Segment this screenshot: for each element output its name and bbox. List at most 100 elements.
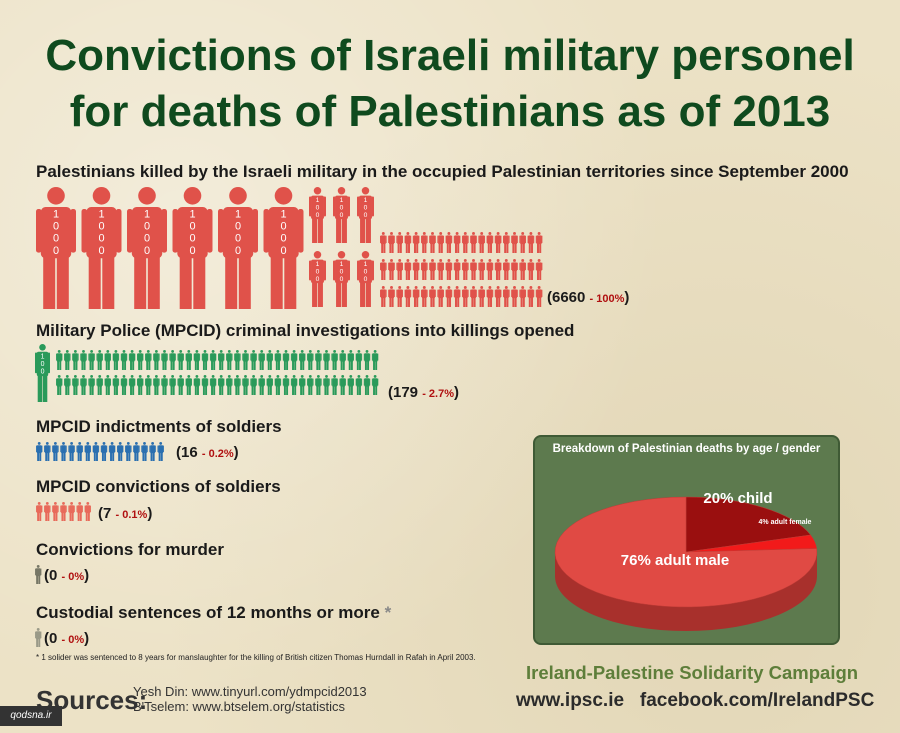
pie-title: Breakdown of Palestinian deaths by age /… bbox=[552, 443, 821, 455]
person-icon-small-green bbox=[250, 375, 257, 395]
person-icon-small-green bbox=[347, 350, 354, 370]
person-icon-10 bbox=[527, 259, 535, 280]
person-icon-small-green bbox=[242, 350, 249, 370]
person-icon-small-green bbox=[145, 350, 152, 370]
count-custodial-pct: - 0% bbox=[61, 634, 85, 646]
person-icon-small-green bbox=[266, 375, 273, 395]
person-icon-10 bbox=[494, 259, 502, 280]
person-icon-small-green bbox=[128, 375, 136, 395]
person-icon-indictment bbox=[149, 442, 156, 461]
person-icon-small-green bbox=[355, 375, 363, 395]
person-icon-small-green bbox=[209, 350, 217, 370]
person-icon-small-green bbox=[185, 375, 192, 395]
person-icon-10 bbox=[494, 286, 502, 307]
count-killed-pct: - 100% bbox=[589, 293, 625, 305]
count-convictions-close: ) bbox=[147, 505, 153, 522]
person-icon-10 bbox=[511, 286, 518, 307]
icon-unit-label: 0 bbox=[235, 233, 241, 245]
person-icon-10 bbox=[519, 286, 526, 307]
person-icon-small-green bbox=[363, 350, 371, 370]
icon-unit-label: 0 bbox=[235, 221, 241, 233]
count-murder-value: (0 bbox=[44, 567, 58, 584]
person-icon-10 bbox=[527, 232, 535, 253]
icon-unit-label: 0 bbox=[316, 204, 320, 211]
icon-unit-label: 1 bbox=[189, 208, 195, 220]
count-convictions-value: (7 bbox=[98, 505, 112, 522]
person-icon-10 bbox=[421, 286, 428, 307]
person-icon-10 bbox=[396, 259, 403, 280]
person-icon-small-green bbox=[161, 350, 168, 370]
person-icon-10 bbox=[421, 232, 428, 253]
person-icon-100: 100 bbox=[357, 187, 374, 243]
person-icon-small-green bbox=[72, 375, 79, 395]
count-custodial-close: ) bbox=[84, 630, 90, 647]
person-icon-10 bbox=[380, 232, 387, 253]
person-icon-small-green bbox=[323, 375, 330, 395]
person-icon-10 bbox=[503, 286, 510, 307]
count-investigations-value: (179 bbox=[388, 384, 419, 401]
icon-unit-label: 0 bbox=[340, 268, 344, 275]
count-killed-value: (6660 bbox=[547, 289, 586, 306]
person-icon-small-green bbox=[250, 350, 257, 370]
person-icon-small-green bbox=[274, 350, 282, 370]
pie-chart: 20% child 4% adult female 76% adult male bbox=[554, 490, 818, 631]
person-icon-small-green bbox=[153, 350, 160, 370]
icon-unit-label: 0 bbox=[340, 212, 344, 219]
icon-unit-label: 0 bbox=[280, 245, 286, 257]
person-icon-100-green: 100 bbox=[35, 344, 50, 402]
person-icon-10 bbox=[478, 232, 485, 253]
count-murder-pct: - 0% bbox=[61, 571, 85, 583]
section-investigations-label: Military Police (MPCID) criminal investi… bbox=[36, 321, 575, 340]
person-icon-10 bbox=[494, 232, 502, 253]
person-icon-indictment bbox=[84, 442, 91, 461]
person-icon-100: 100 bbox=[333, 251, 350, 307]
person-icon-indictment bbox=[133, 442, 140, 461]
ipsc-urls: www.ipsc.ie facebook.com/IrelandPSC bbox=[516, 690, 875, 711]
person-icon-small-green bbox=[323, 350, 330, 370]
icon-unit-label: 0 bbox=[53, 233, 59, 245]
person-icon-small-green bbox=[258, 375, 265, 395]
person-icon-small-green bbox=[104, 350, 111, 370]
person-icon-10 bbox=[478, 286, 485, 307]
count-indictments-close: ) bbox=[233, 444, 239, 461]
person-icon-small-green bbox=[347, 375, 354, 395]
person-icon-indictment bbox=[125, 442, 132, 461]
person-icon-10 bbox=[503, 259, 510, 280]
person-icon-conviction bbox=[44, 502, 51, 521]
person-icon-conviction bbox=[68, 502, 75, 521]
person-icon-small-green bbox=[299, 350, 306, 370]
count-custodial: (0 - 0%) bbox=[44, 630, 89, 647]
person-icon-small-green bbox=[169, 350, 176, 370]
count-indictments-value: (16 bbox=[176, 444, 198, 461]
person-icon-10 bbox=[396, 232, 403, 253]
person-icon-10 bbox=[380, 259, 387, 280]
person-icon-small-green bbox=[339, 350, 346, 370]
ipsc-org: Ireland-Palestine Solidarity Campaign bbox=[526, 662, 859, 683]
person-icon-10 bbox=[388, 286, 395, 307]
chart-title-line1: Convictions of Israeli military personel bbox=[45, 31, 855, 80]
icon-unit-label: 0 bbox=[340, 204, 344, 211]
custodial-label-text: Custodial sentences of 12 months or more bbox=[36, 603, 380, 622]
icon-unit-label: 0 bbox=[98, 221, 104, 233]
icon-unit-label: 0 bbox=[189, 233, 195, 245]
person-icon-10 bbox=[519, 259, 526, 280]
person-icon-small-green bbox=[371, 350, 379, 370]
person-icon-10 bbox=[412, 259, 420, 280]
count-murder-close: ) bbox=[84, 567, 90, 584]
person-icon-100: 100 bbox=[333, 187, 350, 243]
person-icon-small-green bbox=[137, 350, 144, 370]
icon-unit-label: 1 bbox=[340, 261, 344, 268]
icon-unit-label: 0 bbox=[316, 268, 320, 275]
person-icon-10 bbox=[388, 232, 395, 253]
person-icon-small-green bbox=[193, 350, 201, 370]
person-icon-10 bbox=[527, 286, 535, 307]
person-icon-indictment bbox=[60, 442, 67, 461]
pie-slice bbox=[685, 496, 812, 553]
person-icon-10 bbox=[453, 286, 461, 307]
icon-unit-label: 0 bbox=[189, 245, 195, 257]
person-icon-10 bbox=[462, 259, 469, 280]
icon-unit-label: 1 bbox=[316, 197, 320, 204]
person-icon-small-green bbox=[258, 350, 265, 370]
